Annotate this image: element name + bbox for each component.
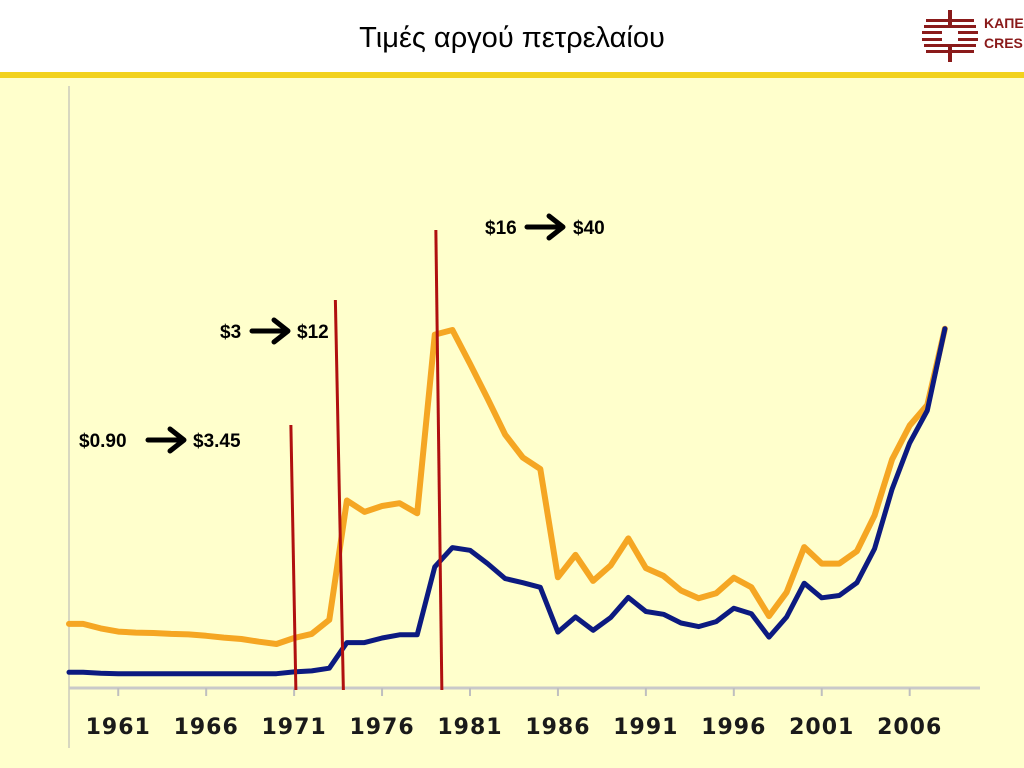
x-tick-label: 1971	[262, 715, 327, 740]
oil-price-chart: 1961 1966 1971 1976 1981 1986 1991 1996 2001 2006…	[66, 86, 980, 748]
series-line-orange	[66, 325, 948, 647]
axes	[68, 86, 980, 748]
logo-text-greek: ΚΑΠΕ	[984, 15, 1024, 31]
event-marker-line	[434, 229, 444, 691]
price-from-label: $3	[220, 322, 241, 343]
x-tick-labels: 1961 1966 1971 1976 1981 1986 1991 1996 2001 2006	[86, 715, 942, 740]
price-annotations: $0.90 $3.45 $3 $12 $16 $40	[79, 213, 605, 454]
price-to-label: $40	[573, 218, 605, 239]
x-tick-label: 1986	[525, 715, 590, 740]
x-tick-label: 1976	[349, 715, 414, 740]
cres-logo-icon	[922, 10, 978, 62]
price-to-label: $12	[297, 322, 329, 343]
event-marker-line	[333, 299, 345, 691]
cres-logo: ΚΑΠΕ CRES	[922, 8, 1024, 64]
slide-header: Τιμές αργού πετρελαίου ΚΑΠΕ CRES	[0, 0, 1024, 78]
series-layer	[66, 325, 948, 677]
right-arrow-icon	[145, 426, 187, 454]
price-from-label: $16	[485, 218, 517, 239]
x-tick-label: 2006	[877, 715, 942, 740]
x-tick-label: 2001	[789, 715, 854, 740]
logo-text-latin: CRES	[984, 35, 1023, 51]
x-tick-label: 1961	[86, 715, 151, 740]
header-divider	[0, 72, 1024, 78]
right-arrow-icon	[524, 213, 566, 241]
x-tick-label: 1981	[437, 715, 502, 740]
page-title: Τιμές αργού πετρελαίου	[359, 22, 665, 54]
price-to-label: $3.45	[193, 431, 241, 452]
price-from-label: $0.90	[79, 431, 127, 452]
x-tick-marks	[117, 688, 911, 696]
event-marker-line	[289, 424, 298, 691]
x-tick-label: 1991	[613, 715, 678, 740]
series-line-blue	[66, 326, 948, 677]
x-tick-label: 1996	[701, 715, 766, 740]
event-markers	[289, 229, 444, 691]
x-tick-label: 1966	[174, 715, 239, 740]
right-arrow-icon	[249, 317, 291, 345]
